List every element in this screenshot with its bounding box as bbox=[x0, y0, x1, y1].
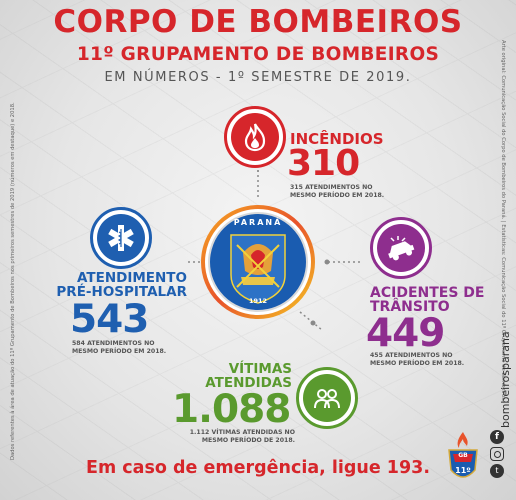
transito-note-line1: 455 ATENDIMENTOS NO bbox=[370, 352, 453, 359]
emblem bbox=[201, 205, 315, 319]
twitter-icon[interactable]: t bbox=[490, 464, 504, 478]
vitimas-note-line1: 1.112 VÍTIMAS ATENDIDAS NO bbox=[189, 429, 295, 436]
aph-note: 584 ATENDIMENTOS NO MESMO PERÍODO EM 201… bbox=[72, 340, 166, 356]
transito-note-line2: MESMO PERÍODO EM 2018. bbox=[370, 359, 465, 367]
badge-text: 11º bbox=[455, 466, 471, 475]
vitimas-icon-ring bbox=[296, 367, 358, 429]
aph-note-line1: 584 ATENDIMENTOS NO bbox=[72, 340, 155, 347]
unit-badge: GB 11º bbox=[445, 430, 481, 486]
aph-value: 543 bbox=[70, 297, 149, 342]
emergency-call-footer: Em caso de emergência, ligue 193. bbox=[86, 458, 430, 478]
vitimas-label: VÍTIMAS ATENDIDAS bbox=[180, 361, 292, 391]
vitimas-note-line2: MESMO PERÍODO DE 2018. bbox=[201, 436, 295, 444]
transito-icon-ring bbox=[370, 217, 432, 279]
emblem-year: 1912 bbox=[248, 297, 268, 305]
incendios-label: INCÊNDIOS bbox=[290, 130, 384, 148]
page-title: CORPO DE BOMBEIROS bbox=[53, 4, 463, 40]
badge-icon bbox=[448, 432, 478, 478]
aph-icon-ring bbox=[90, 207, 152, 269]
aph-label-line1: ATENDIMENTO bbox=[77, 270, 187, 286]
facebook-icon[interactable]: f bbox=[490, 430, 504, 444]
instagram-icon[interactable] bbox=[490, 447, 504, 461]
incendios-note-line1: 315 ATENDIMENTOS NO bbox=[290, 184, 373, 191]
transito-value: 449 bbox=[366, 311, 445, 356]
transito-label: ACIDENTES DE TRÂNSITO bbox=[370, 286, 484, 315]
vitimas-note: 1.112 VÍTIMAS ATENDIDAS NO MESMO PERÍODO… bbox=[180, 429, 295, 445]
aph-note-line2: MESMO PERÍODO EM 2018. bbox=[72, 347, 167, 355]
star-of-life-icon bbox=[97, 214, 145, 262]
people-icon bbox=[303, 374, 351, 422]
transito-note: 455 ATENDIMENTOS NO MESMO PERÍODO EM 201… bbox=[370, 352, 464, 368]
car-crash-icon bbox=[377, 224, 425, 272]
vitimas-label-line1: VÍTIMAS bbox=[228, 361, 292, 377]
vitimas-value: 1.088 bbox=[172, 387, 291, 432]
incendios-note-line2: MESMO PERÍODO EM 2018. bbox=[290, 191, 385, 199]
incendios-note: 315 ATENDIMENTOS NO MESMO PERÍODO EM 201… bbox=[290, 184, 384, 200]
incendios-value: 310 bbox=[287, 143, 360, 184]
incendios-icon-ring bbox=[224, 106, 286, 168]
emblem-top-text: PARANÁ bbox=[233, 218, 283, 227]
fire-icon bbox=[231, 113, 279, 161]
page-subtitle: 11º GRUPAMENTO DE BOMBEIROS bbox=[76, 44, 440, 65]
aph-label: ATENDIMENTO PRÉ-HOSPITALAR bbox=[35, 270, 187, 300]
aph-label-line2: PRÉ-HOSPITALAR bbox=[56, 283, 187, 300]
vitimas-label-line2: ATENDIDAS bbox=[205, 374, 292, 391]
period-line: EM NÚMEROS - 1º SEMESTRE DE 2019. bbox=[104, 70, 412, 85]
badge-top-text: GB bbox=[458, 452, 468, 459]
social-handle[interactable]: bombeirosparana bbox=[499, 331, 512, 428]
transito-label-line1: ACIDENTES DE bbox=[370, 285, 485, 301]
transito-label-line2: TRÂNSITO bbox=[370, 299, 450, 316]
